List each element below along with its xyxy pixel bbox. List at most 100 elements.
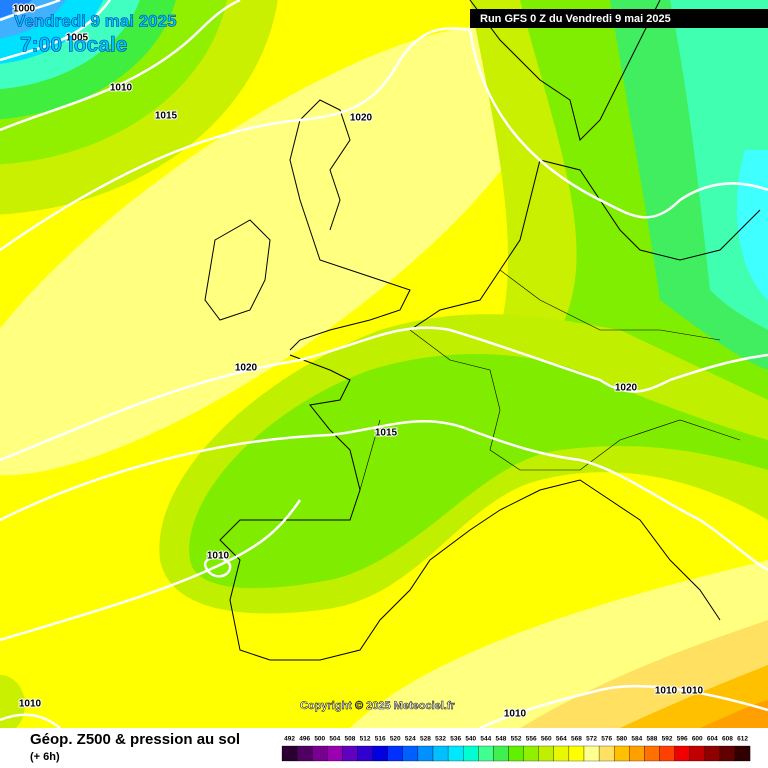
- footer-lead: (+ 6h): [30, 751, 60, 763]
- scale-label: 540: [465, 736, 476, 743]
- scale-label: 532: [435, 736, 446, 743]
- scale-swatch: [629, 745, 645, 762]
- scale-swatch: [402, 745, 419, 762]
- scale-label: 572: [586, 736, 597, 743]
- scale-label: 592: [662, 736, 673, 743]
- scale-swatch: [417, 745, 434, 762]
- isobar: [479, 684, 768, 728]
- isobar: [0, 326, 768, 462]
- scale-swatch: [387, 745, 403, 762]
- scale-label: 512: [360, 736, 371, 743]
- scale-swatch: [478, 745, 494, 762]
- isobar-label: 1010: [504, 709, 527, 720]
- scale-label: 552: [511, 736, 522, 743]
- isobar: [0, 420, 768, 572]
- isobar: [468, 29, 768, 219]
- isobar-label: 1015: [375, 428, 398, 439]
- isobar: [203, 556, 232, 578]
- footer-title: Géop. Z500 & pression au sol: [30, 731, 240, 748]
- isobar: [0, 0, 241, 132]
- scale-swatch: [493, 745, 509, 762]
- copyright: Copyright © 2025 Meteociel.fr: [300, 700, 456, 712]
- isobar-label: 1005: [66, 33, 89, 44]
- scale-swatch: [644, 745, 660, 762]
- scale-swatch: [327, 745, 343, 762]
- scale-label: 492: [284, 736, 295, 743]
- scale-swatch: [659, 745, 675, 762]
- color-scale: 492 496 500 504 508 512 516 520 524 528 532 536 540 5…: [281, 736, 751, 762]
- scale-swatch: [312, 745, 328, 762]
- scale-swatch: [463, 745, 479, 762]
- scale-swatch: [674, 745, 690, 762]
- scale-label: 600: [692, 736, 703, 743]
- scale-swatch: [342, 745, 358, 762]
- scale-label: 504: [329, 736, 340, 743]
- scale-label: 548: [496, 736, 507, 743]
- isobar-label: 1010: [681, 686, 704, 697]
- scale-label: 584: [631, 736, 642, 743]
- scale-swatch: [372, 745, 388, 762]
- scale-label: 516: [375, 736, 386, 743]
- isobar-label: 1000: [13, 4, 36, 15]
- coastline: [219, 159, 761, 661]
- scale-swatch: [357, 745, 373, 762]
- scale-swatch: [432, 745, 449, 762]
- scale-swatch: [447, 745, 464, 762]
- field: [700, 700, 768, 728]
- scale-label: 520: [390, 736, 401, 743]
- scale-swatch: [719, 745, 736, 762]
- scale-swatch: [614, 745, 630, 762]
- isobar-label: 1020: [235, 363, 258, 374]
- scale-label: 576: [601, 736, 612, 743]
- scale-label: 528: [420, 736, 431, 743]
- scale-label: 508: [345, 736, 356, 743]
- scale-label: 564: [556, 736, 567, 743]
- run-label: Run GFS 0 Z du Vendredi 9 mai 2025: [480, 13, 671, 25]
- map: 1000 1005 1010 1015 1020 1020 1015 1020 …: [0, 0, 768, 728]
- coastline: [469, 0, 661, 141]
- scale-label: 536: [450, 736, 461, 743]
- scale-label: 580: [616, 736, 627, 743]
- time-label: 7:00 locale: [20, 34, 127, 57]
- isobar-label: 1010: [207, 551, 230, 562]
- scale-label: 544: [480, 736, 491, 743]
- scale-swatch: [689, 745, 705, 762]
- scale-swatch: [281, 745, 298, 762]
- field: [0, 24, 552, 476]
- isobar-label: 1010: [19, 699, 42, 710]
- scale-label: 560: [541, 736, 552, 743]
- isobar-label: 1020: [615, 383, 638, 394]
- scale-swatch: [568, 745, 585, 762]
- isobar-label: 1015: [155, 111, 178, 122]
- scale-label: 500: [314, 736, 325, 743]
- coastline: [204, 219, 271, 321]
- scale-swatch: [734, 745, 751, 762]
- scale-label: 608: [722, 736, 733, 743]
- scale-label: 612: [737, 736, 748, 743]
- isobar-label: 1020: [350, 113, 373, 124]
- isobar-label: 1010: [655, 686, 678, 697]
- coastline: [289, 99, 411, 351]
- scale-swatch: [583, 745, 600, 762]
- field: [0, 0, 32, 18]
- scale-swatch: [704, 745, 721, 762]
- field: [620, 665, 768, 728]
- scale-label: 524: [405, 736, 416, 743]
- scale-label: 556: [526, 736, 537, 743]
- scale-swatch: [598, 745, 615, 762]
- scale-label: 596: [677, 736, 688, 743]
- scale-label: 496: [299, 736, 310, 743]
- scale-label: 588: [647, 736, 658, 743]
- isobar: [0, 27, 471, 252]
- scale-swatch: [296, 745, 313, 762]
- run-box: [470, 9, 768, 28]
- isobar-label: 1010: [110, 83, 133, 94]
- border: [359, 269, 741, 491]
- scale-label: 568: [571, 736, 582, 743]
- scale-swatch: [553, 745, 570, 762]
- scale-swatch: [508, 745, 524, 762]
- field: [189, 353, 768, 589]
- scale-label: 604: [707, 736, 718, 743]
- isobar: [0, 0, 61, 22]
